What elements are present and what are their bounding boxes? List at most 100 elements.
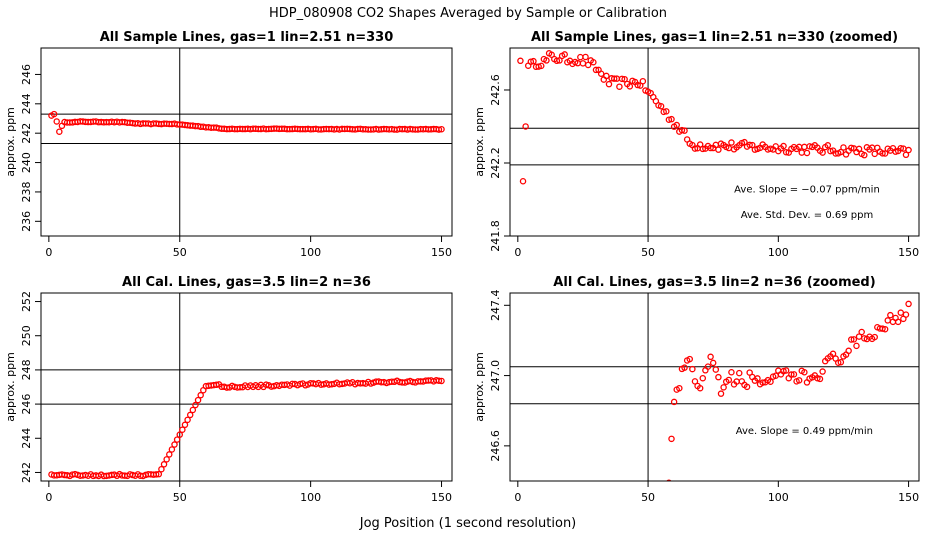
data-point (179, 426, 186, 433)
data-point (743, 383, 751, 391)
data-point (56, 128, 63, 135)
data-point (848, 336, 855, 343)
data-point (819, 149, 826, 156)
data-point (192, 401, 199, 409)
data-point (728, 139, 735, 146)
x-tick-label: 0 (514, 246, 521, 259)
annotation: Ave. Slope = −0.07 ppm/min (734, 185, 880, 196)
data-point (894, 318, 902, 326)
x-tick-label: 50 (173, 246, 187, 259)
data-point (592, 66, 600, 74)
data-point (166, 451, 173, 458)
data-point (827, 147, 834, 155)
data-point (522, 123, 529, 130)
data-point (824, 142, 832, 149)
data-point (435, 377, 443, 385)
data-point (155, 470, 163, 478)
data-point (837, 148, 845, 156)
data-point (754, 375, 761, 382)
data-point (725, 376, 733, 384)
data-point (519, 177, 527, 185)
data-point (50, 110, 58, 118)
x-tick-label: 100 (300, 246, 321, 259)
data-point (720, 384, 727, 391)
y-tick-label: 242.6 (489, 74, 502, 106)
data-point (707, 144, 714, 152)
data-point (561, 51, 568, 58)
data-point (678, 126, 686, 134)
data-point (603, 72, 610, 80)
data-point (696, 384, 704, 392)
data-point (861, 151, 868, 159)
data-point (848, 144, 855, 152)
data-point (181, 421, 189, 429)
y-tick-label: 242 (20, 123, 33, 144)
data-point (262, 381, 270, 388)
panel-title: All Sample Lines, gas=1 lin=2.51 n=330 (… (531, 30, 898, 45)
data-point (887, 311, 894, 319)
data-point (871, 150, 878, 158)
data-point (712, 366, 720, 373)
data-point (746, 141, 753, 149)
y-tick-label: 241.8 (489, 220, 502, 252)
data-point (780, 142, 787, 150)
data-point (668, 435, 675, 443)
data-point (897, 144, 905, 152)
data-point (834, 359, 842, 367)
x-tick-label: 150 (431, 246, 452, 259)
y-axis-label: approx. ppm (473, 352, 486, 422)
data-point (53, 118, 60, 125)
y-axis-label: approx. ppm (473, 107, 486, 177)
data-point (855, 145, 863, 153)
x-tick-label: 150 (898, 246, 919, 259)
data-point (582, 53, 589, 61)
data-point (717, 390, 725, 397)
data-point (435, 126, 443, 133)
y-tick-label: 246 (20, 394, 33, 415)
data-point (845, 347, 852, 355)
data-point (168, 446, 176, 453)
data-point (691, 145, 699, 152)
data-point (881, 150, 889, 157)
y-tick-label: 246.6 (489, 430, 502, 462)
data-point (553, 57, 561, 65)
data-point (681, 127, 688, 134)
data-point (616, 83, 623, 90)
data-point (782, 148, 790, 156)
data-point (663, 108, 670, 115)
data-point (590, 58, 597, 66)
data-point (666, 479, 672, 481)
data-point (438, 377, 445, 385)
data-point (184, 416, 191, 424)
data-point (853, 342, 860, 350)
data-point (759, 379, 766, 386)
data-point (902, 311, 910, 318)
data-point (527, 58, 535, 65)
y-tick-label: 240 (20, 152, 33, 173)
data-point (772, 143, 779, 150)
data-point (189, 406, 197, 414)
data-point (801, 368, 808, 376)
data-point (634, 81, 641, 89)
data-point (686, 355, 694, 363)
x-axis-title: Jog Position (1 second resolution) (359, 516, 577, 531)
data-point (657, 102, 665, 110)
y-tick-label: 244 (20, 93, 33, 114)
y-tick-label: 247.0 (489, 360, 502, 392)
data-point (194, 396, 202, 404)
data-point (158, 465, 165, 473)
figure-title: HDP_080908 CO2 Shapes Averaged by Sample… (268, 6, 668, 21)
data-point (171, 441, 178, 448)
data-point (626, 83, 634, 90)
data-point (163, 456, 170, 463)
x-tick-label: 0 (45, 491, 52, 504)
data-point (709, 359, 717, 367)
data-point (803, 149, 811, 157)
data-point (530, 57, 537, 65)
data-point (728, 368, 735, 376)
y-tick-label: 252 (20, 291, 33, 312)
data-point (788, 371, 795, 378)
data-point (837, 358, 845, 366)
x-tick-label: 50 (641, 491, 655, 504)
